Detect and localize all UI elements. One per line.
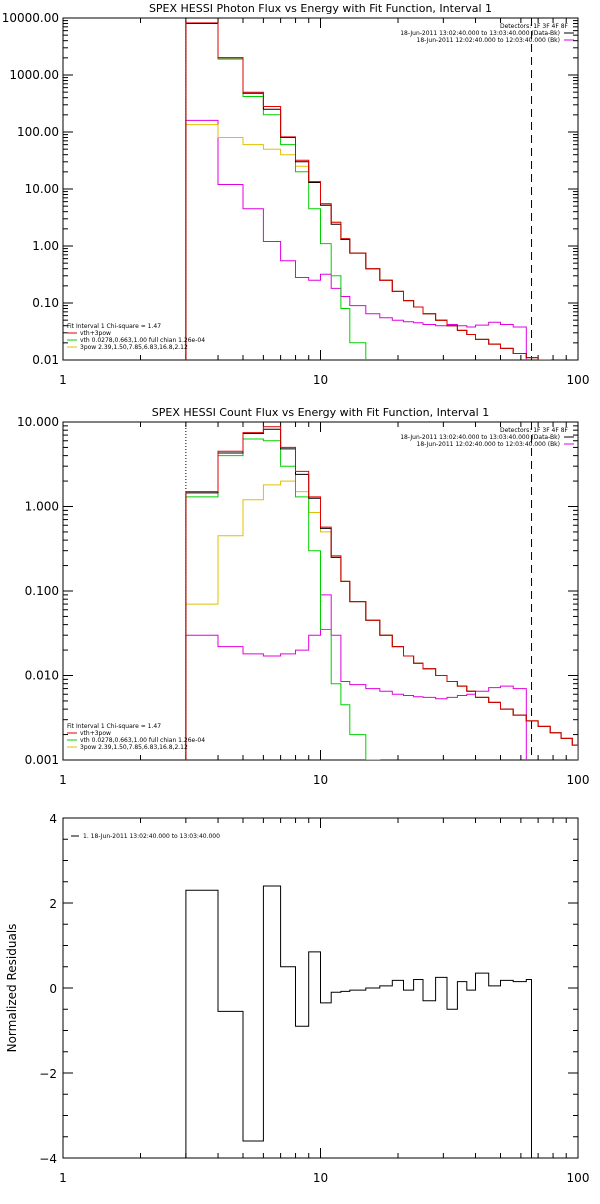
y-tick-label: 1.00 xyxy=(32,239,59,253)
legend-entry: 3pow 2.39,1.50,7.85,6.83,16.8,2.12 xyxy=(80,744,188,751)
legend-bk-interval: 18-Jun-2011 12:02:40.000 to 12:03:40.000… xyxy=(417,37,560,44)
y-tick-label: 0.10 xyxy=(32,296,59,310)
series-background xyxy=(185,594,527,760)
legend-detectors: Detectors: 1F 3F 4F 8F xyxy=(500,23,569,30)
legend-entry: vth 0.0278,0.663,1.00 full chian 1.26e-0… xyxy=(80,337,205,344)
legend-bk-interval: 18-Jun-2011 12:02:40.000 to 12:03:40.000… xyxy=(417,441,560,448)
series-3pow xyxy=(185,480,578,760)
series-3pow xyxy=(185,124,551,360)
x-tick-label: 10 xyxy=(313,373,328,387)
series-vth-plus-3pow xyxy=(185,426,578,760)
y-tick-label: 0.01 xyxy=(32,353,59,367)
legend-entry: vth+3pow xyxy=(80,730,111,737)
x-tick-label: 10 xyxy=(313,773,328,787)
residuals-series xyxy=(185,885,532,1158)
y-axis-label: Normalized Residuals xyxy=(5,924,19,1053)
panel-2: SPEX HESSI Count Flux vs Energy with Fit… xyxy=(17,406,589,787)
x-tick-label: 1 xyxy=(59,1171,67,1185)
x-tick-label: 100 xyxy=(567,773,590,787)
y-tick-label: 10.00 xyxy=(25,182,59,196)
y-tick-label: 1.000 xyxy=(25,500,59,514)
series-vth-plus-3pow xyxy=(185,22,551,360)
panel-1: SPEX HESSI Photon Flux vs Energy with Fi… xyxy=(2,2,590,387)
y-tick-label: 100.00 xyxy=(17,125,59,139)
plot-area xyxy=(185,422,578,760)
y-tick-label: 2 xyxy=(49,897,57,911)
legend-data-interval: 18-Jun-2011 13:02:40.000 to 13:03:40.000… xyxy=(400,30,560,37)
legend-data-interval: 18-Jun-2011 13:02:40.000 to 13:03:40.000… xyxy=(400,434,560,441)
x-tick-label: 10 xyxy=(313,1171,328,1185)
y-tick-label: 1000.00 xyxy=(9,68,59,82)
legend-entry: vth+3pow xyxy=(80,330,111,337)
chart-title: SPEX HESSI Photon Flux vs Energy with Fi… xyxy=(149,2,492,15)
y-tick-label: 0.001 xyxy=(25,753,59,767)
legend-entry: 3pow 2.39,1.50,7.85,6.83,16.8,2.12 xyxy=(80,344,188,351)
series-total xyxy=(185,428,578,760)
series-vth xyxy=(185,23,367,360)
x-tick-label: 1 xyxy=(59,373,67,387)
x-tick-label: 100 xyxy=(567,1171,590,1185)
chart-title: SPEX HESSI Count Flux vs Energy with Fit… xyxy=(152,406,489,419)
y-tick-label: −2 xyxy=(39,1067,57,1081)
series-vth xyxy=(185,438,381,760)
panel-3: 1 10 100 −4 −2 0 2 4 Normalized Residuals 1. 18-J… xyxy=(5,812,589,1185)
y-tick-label: 4 xyxy=(49,812,57,826)
legend-entry: vth 0.0278,0.663,1.00 full chian 1.26e-0… xyxy=(80,737,205,744)
legend-interval: 1. 18-Jun-2011 13:02:40.000 to 13:03:40.… xyxy=(83,833,220,840)
legend-fit-info: Fit Interval 1 Chi-square = 1.47 xyxy=(67,723,161,730)
y-tick-label: 10000.00 xyxy=(2,11,59,25)
series-background xyxy=(185,119,527,360)
x-tick-label: 100 xyxy=(567,373,590,387)
y-tick-label: 0.100 xyxy=(25,584,59,598)
x-tick-label: 1 xyxy=(59,773,67,787)
y-tick-label: 0 xyxy=(49,982,57,996)
legend-fit-info: Fit Interval 1 Chi-square = 1.47 xyxy=(67,323,161,330)
y-tick-label: 0.010 xyxy=(25,669,59,683)
plot-area xyxy=(185,18,551,360)
y-tick-label: 10.000 xyxy=(17,415,59,429)
legend-detectors: Detectors: 1F 3F 4F 8F xyxy=(500,427,569,434)
plot-area xyxy=(185,885,532,1158)
y-tick-label: −4 xyxy=(39,1152,57,1166)
